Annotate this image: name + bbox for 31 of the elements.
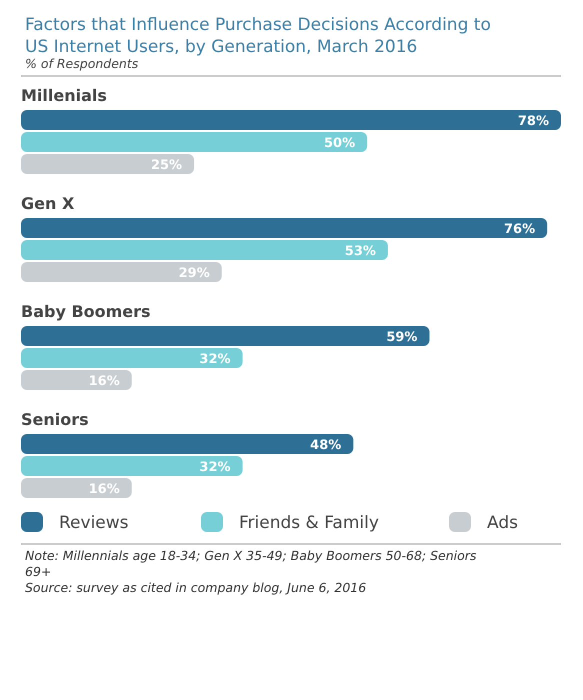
data-label: 76%: [504, 222, 536, 237]
data-label: 32%: [199, 352, 231, 367]
legend-label: Friends & Family: [239, 513, 379, 533]
bar: [21, 132, 368, 152]
bar: [21, 478, 132, 498]
data-label: 78%: [518, 114, 549, 129]
bar: [21, 326, 430, 346]
data-label: 32%: [199, 460, 231, 475]
y-tick-label: Gen X: [21, 194, 75, 213]
bar: [21, 262, 222, 282]
bar: [21, 110, 561, 130]
chart-subtitle: % of Respondents: [25, 56, 139, 71]
bar: [21, 240, 388, 260]
y-tick-label: Millenials: [21, 86, 107, 105]
legend-label: Ads: [487, 513, 518, 533]
data-label: 48%: [310, 438, 342, 453]
chart-title: Factors that Influence Purchase Decisions According to US Internet Users, by Generation, March 2016: [25, 15, 491, 57]
bar: [21, 218, 548, 238]
bar: [21, 434, 354, 454]
y-tick-label: Seniors: [21, 410, 89, 429]
bar: [21, 154, 194, 174]
source-note: Source: survey as cited in company blog, June 6, 2016: [25, 580, 366, 595]
bar: [21, 348, 243, 368]
text: Note: Millennials age 18-34; Gen X 35-49; Baby Boomers 50-68; Seniors 69+: [25, 548, 477, 579]
bar: [21, 370, 132, 390]
legend-label: Reviews: [59, 513, 129, 533]
bar: [21, 456, 243, 476]
data-label: 53%: [344, 244, 376, 259]
data-label: 50%: [324, 136, 356, 151]
y-tick-label: Baby Boomers: [21, 302, 151, 321]
data-label: 59%: [386, 330, 418, 345]
